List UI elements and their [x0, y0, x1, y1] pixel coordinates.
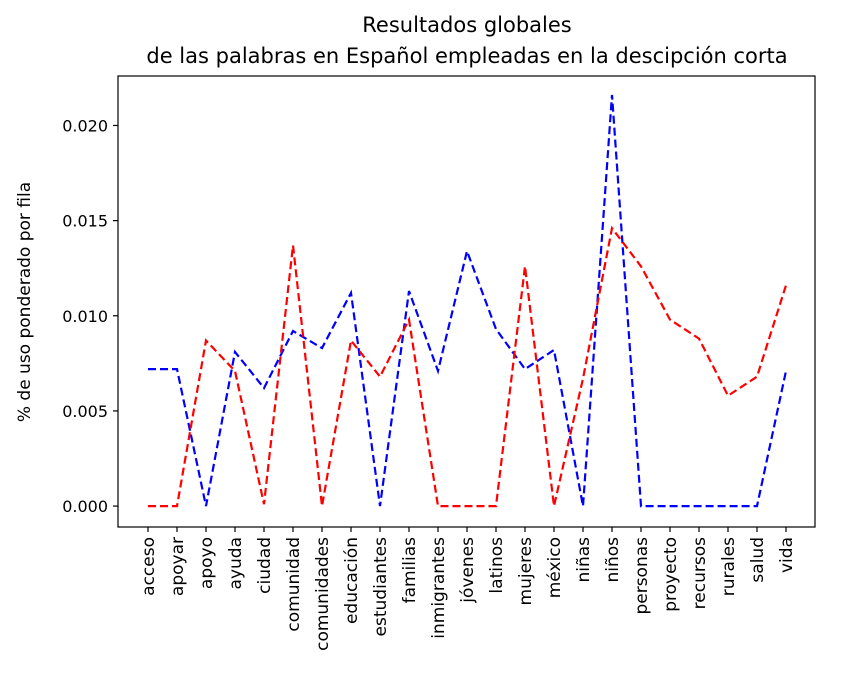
- x-tick-label: ayuda: [226, 537, 246, 589]
- x-tick-label: ciudad: [255, 537, 275, 594]
- x-tick-label: familias: [400, 537, 420, 604]
- x-tick-label: recursos: [690, 537, 710, 609]
- x-tick-label: mujeres: [516, 537, 536, 606]
- y-axis-label: % de uso ponderado por fila: [15, 182, 35, 422]
- series-line-2: [148, 225, 788, 508]
- y-tick-label: 0.005: [62, 402, 108, 421]
- plot-area: 0.000 0.005 0.010 0.015 0.020 acceso apoyar apo…: [62, 75, 816, 651]
- x-tick-label: latinos: [487, 537, 507, 594]
- y-tick-label: 0.010: [62, 307, 108, 326]
- x-tick-label: inmigrantes: [429, 537, 449, 639]
- y-tick-label: 0.020: [62, 116, 108, 135]
- y-tick-label: 0.000: [62, 497, 108, 516]
- x-tick-label: jóvenes: [458, 537, 478, 604]
- chart-title-line-2: de las palabras en Español empleadas en …: [146, 44, 787, 68]
- y-tick-label: 0.015: [62, 212, 108, 231]
- x-tick-label: apoyar: [168, 537, 188, 596]
- x-tick-label: comunidad: [284, 537, 304, 632]
- x-tick-label: comunidades: [313, 537, 333, 651]
- x-tick-label: niños: [603, 537, 623, 583]
- x-tick-label: méxico: [545, 537, 565, 598]
- x-tick-label: estudiantes: [371, 537, 391, 637]
- x-tick-label: acceso: [139, 537, 159, 596]
- x-tick-label: proyecto: [661, 537, 681, 612]
- x-tick-label: personas: [632, 537, 652, 615]
- x-tick-label: salud: [748, 537, 768, 583]
- chart-title-line-1: Resultados globales: [362, 13, 571, 37]
- x-tick-label: apoyo: [197, 537, 217, 589]
- x-tick-label: educación: [342, 537, 362, 624]
- x-tick-label: rurales: [719, 537, 739, 596]
- x-tick-label: vida: [777, 537, 797, 573]
- x-tick-label: niñas: [574, 537, 594, 583]
